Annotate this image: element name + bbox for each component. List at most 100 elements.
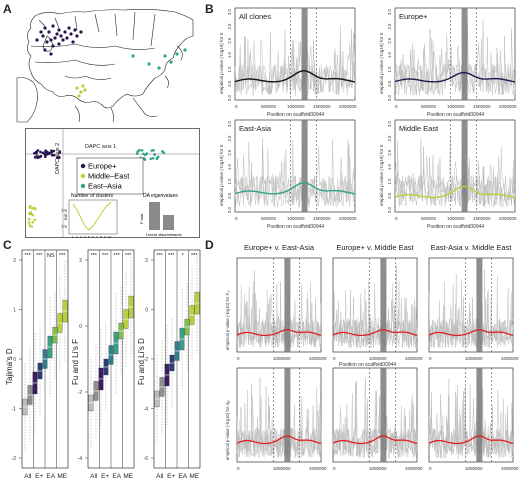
y-axis-label: empirical p-value (-log10) for π	[219, 144, 224, 206]
dapc-point-middle-east	[29, 211, 32, 214]
inset-bic-xtick: 9	[104, 235, 106, 238]
boxplot-ytick: 2	[79, 258, 82, 264]
boxplot-xcat: All	[90, 473, 98, 480]
inset-bic-xtick: 3	[80, 235, 82, 238]
dapc-point-europe	[52, 153, 56, 157]
dapc-point-east-asia	[151, 157, 155, 160]
significance-label: ***	[191, 253, 198, 259]
dapc-point-east-asia	[153, 153, 156, 156]
significance-label: NS	[47, 253, 55, 259]
trace-grey	[394, 22, 516, 96]
selective-sweep-region	[461, 8, 468, 100]
smoothed-line	[332, 435, 418, 445]
map-sample-middle-east	[75, 86, 79, 90]
boxplot-ytick: -1	[12, 407, 17, 413]
y-tick-label: 2.5	[227, 135, 232, 141]
dapc-point-europe	[36, 154, 39, 158]
x-tick-label: 0	[235, 216, 238, 221]
map-sample-east-asia	[131, 54, 135, 58]
subplot-title: All clones	[239, 12, 271, 21]
inset-bic-xtick: 7	[96, 235, 98, 238]
panel-label-c: C	[3, 238, 12, 252]
y-tick-label: 1.0	[387, 178, 392, 184]
map-sample-europe	[63, 30, 67, 34]
legend-middle-east: Middle–East	[88, 172, 130, 181]
inset-bic-title: Number of clusters	[71, 193, 113, 199]
significance-label: ***	[168, 253, 175, 259]
x-tick-label: 1000000	[465, 356, 483, 361]
selective-sweep-region	[380, 258, 387, 352]
trace-grey	[332, 380, 418, 459]
selective-sweep-region	[284, 368, 291, 462]
y-axis-label: empirical p-value (-log10) for π	[379, 32, 384, 94]
pi-scan-3	[394, 119, 516, 213]
trace-grey	[234, 138, 356, 208]
x-tick-label: 2000000	[309, 356, 327, 361]
trace-grey	[236, 281, 322, 348]
trace-grey	[332, 377, 418, 459]
y-tick-label: 1.5	[387, 164, 392, 170]
trace-grey	[394, 141, 516, 208]
boxplot-xcat: All	[156, 473, 164, 480]
y-tick-label: 3.0	[387, 121, 392, 127]
legend-east-asia: East–Asia	[88, 182, 123, 191]
significance-label: ***	[91, 253, 98, 259]
dapc-point-east-asia	[155, 157, 159, 160]
dapc-point-east-asia	[144, 153, 147, 157]
y-tick-label: 0.5	[387, 192, 392, 198]
boxplot-ytick: -2	[78, 390, 83, 396]
selective-sweep-region	[301, 8, 308, 100]
boxplot-ytick: 0	[79, 324, 82, 330]
dapc-point-europe	[50, 153, 54, 157]
x-axis-label: Position on scaffold00944	[427, 112, 484, 118]
dapc-point-europe	[35, 150, 39, 154]
dapc-point-europe	[41, 151, 45, 155]
inset-da-eigenvalues: DA eigenvalues F-stat Linear discriminan…	[139, 193, 182, 237]
map-sample-europe	[57, 28, 61, 32]
comparison-title: East-Asia v. Middle East	[431, 243, 513, 252]
y-tick-label: 2.0	[387, 37, 392, 43]
y-tick-label: 0.0	[387, 207, 392, 213]
selective-sweep-region	[301, 120, 308, 212]
significance-label: ***	[59, 253, 66, 259]
map-sample-east-asia	[157, 66, 161, 70]
x-axis-label: Position on scaffold00944	[427, 224, 484, 230]
da-bar-1	[149, 202, 160, 230]
dapc-point-europe	[39, 150, 42, 154]
dapc-point-east-asia	[138, 148, 141, 152]
boxplot-xcat: EA	[112, 473, 121, 480]
dapc-point-middle-east	[31, 220, 34, 224]
x-tick-label: 2000000	[405, 356, 423, 361]
y-axis-label-fst: empirical p-value (-log10) for Fₛₜ	[225, 290, 230, 350]
inset-bic-ylabel: BIC	[63, 213, 68, 220]
boxplot-ylabel: Fu and Li's F	[71, 339, 80, 385]
subplot-title: Europe+	[399, 12, 428, 21]
boxplot-ytick: -4	[144, 407, 149, 413]
boxplot-xcat: EA	[46, 473, 55, 480]
inset-bic-xtick: 2	[76, 235, 78, 238]
selective-sweep-region	[476, 368, 483, 462]
y-tick-label: 0.0	[387, 95, 392, 101]
dapc-point-europe	[44, 149, 47, 153]
pi-scan-1	[394, 7, 516, 101]
x-axis-label: Position on scaffold00944	[267, 112, 324, 118]
legend-marker-europe	[80, 163, 86, 169]
x-tick-label: 0	[395, 216, 398, 221]
trace-grey	[394, 146, 516, 209]
dapc-axis1-label: DAPC axis 1	[85, 144, 116, 150]
boxplot-ytick: -2	[12, 456, 17, 462]
boxplot-xcat: All	[24, 473, 32, 480]
y-tick-label: 3.0	[387, 9, 392, 15]
x-tick-label: 1500000	[473, 216, 491, 221]
map-sample-europe	[71, 40, 75, 44]
panel-label-a: A	[3, 2, 12, 16]
dapc-point-europe	[58, 151, 62, 154]
inset-bic-ytick: 770	[61, 225, 67, 229]
boxplot-xcat: ME	[57, 473, 67, 480]
x-axis-label: Position on scaffold00944	[339, 362, 396, 368]
y-tick-label: 1.5	[387, 52, 392, 58]
map-sample-europe	[61, 38, 65, 42]
boxplot-ytick: -2	[144, 357, 149, 363]
